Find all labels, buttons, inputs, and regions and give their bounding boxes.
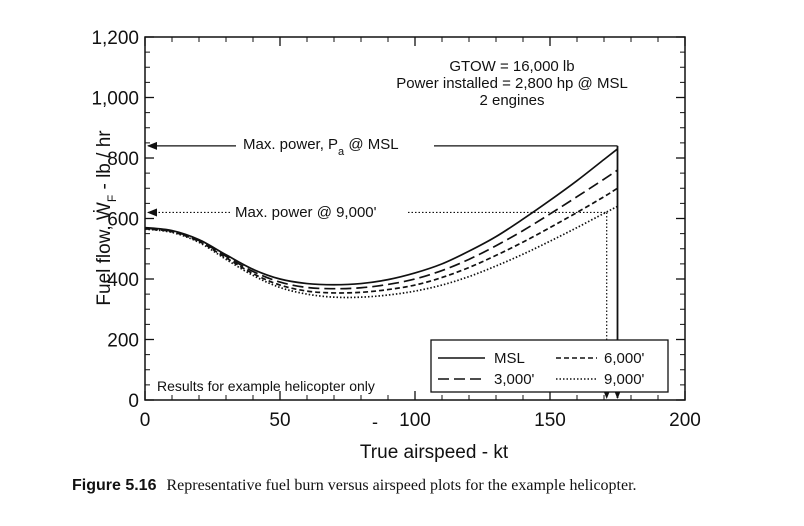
- y-tick-label: 800: [107, 149, 139, 170]
- legend-box: [430, 339, 669, 393]
- example-note: Results for example helicopter only: [157, 378, 375, 394]
- x-tick-label: 100: [399, 410, 431, 431]
- y-tick-label: 1,200: [91, 28, 139, 49]
- series-line-9000: [144, 205, 618, 299]
- legend-label-msl: MSL: [494, 350, 525, 367]
- x-tick-label: 200: [669, 410, 701, 431]
- figure-caption-label: Figure 5.16: [72, 477, 157, 494]
- stray-tick-mark: -: [372, 412, 378, 432]
- series-line-6000: [144, 187, 618, 294]
- legend: MSL 6,000' 3,000' 9,000': [430, 339, 669, 393]
- series-curves: [144, 148, 619, 299]
- y-tick-label: 200: [107, 331, 139, 352]
- power-installed-annotation: Power installed = 2,800 hp @ MSL: [396, 75, 628, 92]
- fuel-flow-chart: 0 50 100 150 200 0 200 400 600 800 1,000 1,200 True…: [91, 28, 700, 463]
- x-axis-label: True airspeed - kt: [360, 442, 509, 463]
- legend-label-3000: 3,000': [494, 371, 535, 388]
- max-power-msl-label: Max. power, Pa @ MSL: [243, 136, 399, 158]
- y-tick-label: 400: [107, 270, 139, 291]
- figure-caption: Figure 5.16 Representative fuel burn vers…: [72, 477, 792, 495]
- max-power-9000-label: Max. power @ 9,000': [235, 204, 377, 221]
- x-tick-label: 150: [534, 410, 566, 431]
- series-line-3000: [144, 169, 618, 290]
- max-power-msl-label-bg: [236, 132, 434, 154]
- axis-ticks: 0 50 100 150 200 0 200 400 600 800 1,000 1,200: [91, 28, 700, 431]
- legend-label-6000: 6,000': [604, 350, 645, 367]
- legend-label-9000: 9,000': [604, 371, 645, 388]
- y-tick-label: 1,000: [91, 89, 139, 110]
- x-tick-label: 50: [269, 410, 290, 431]
- y-axis-label: Fuel flow, ẆF - lb / hr: [94, 130, 119, 306]
- engines-annotation: 2 engines: [479, 92, 544, 109]
- figure-caption-text: Representative fuel burn versus airspeed…: [166, 477, 637, 494]
- y-tick-label: 0: [128, 391, 139, 412]
- gtow-annotation: GTOW = 16,000 lb: [449, 58, 574, 75]
- max-power-9000-label-bg: [230, 202, 408, 222]
- y-tick-label: 600: [107, 210, 139, 231]
- series-line-msl: [144, 148, 619, 286]
- x-tick-label: 0: [140, 410, 151, 431]
